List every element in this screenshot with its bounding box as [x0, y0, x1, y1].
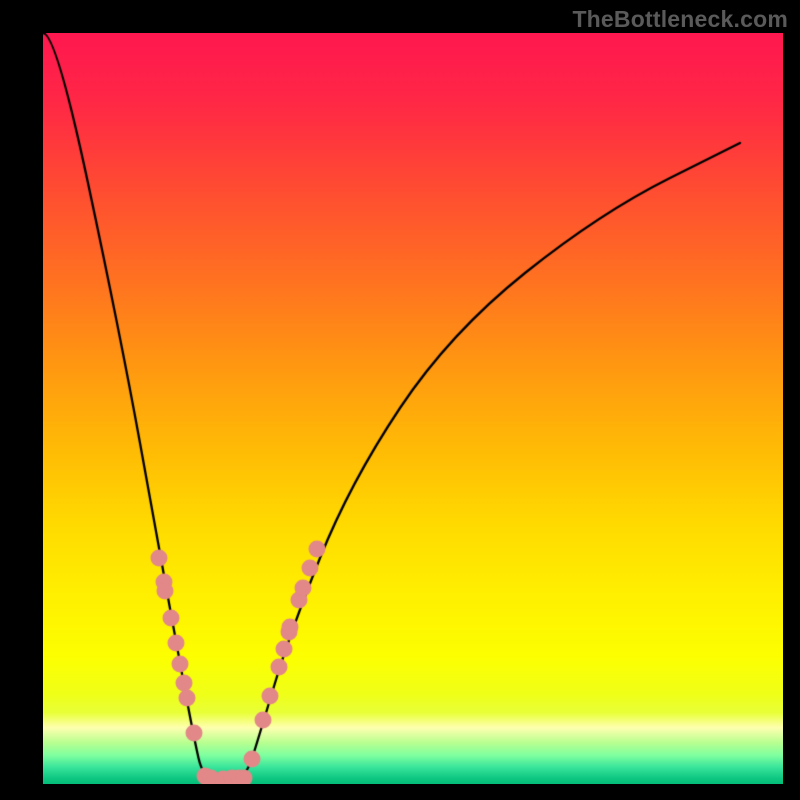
bottleneck-curve-chart: [43, 33, 783, 784]
chart-plot-area: [43, 33, 783, 784]
watermark-text: TheBottleneck.com: [572, 6, 788, 33]
